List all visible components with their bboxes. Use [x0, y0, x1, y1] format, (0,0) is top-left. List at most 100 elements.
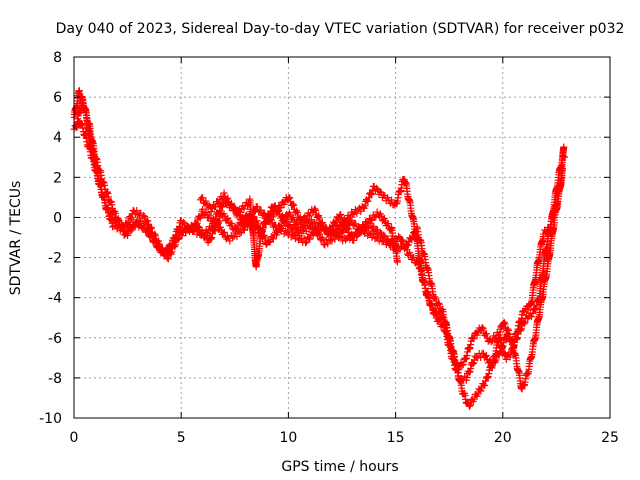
- data-point-marker: [229, 234, 237, 242]
- data-point-marker: [376, 188, 384, 196]
- data-point-marker: [473, 392, 481, 400]
- data-point-marker: [311, 224, 319, 232]
- data-point-marker: [140, 222, 148, 230]
- data-point-marker: [466, 401, 474, 409]
- y-axis-title: SDTVAR / TECUs: [8, 181, 24, 296]
- plot-frame: [73, 56, 611, 419]
- data-point-marker: [427, 300, 435, 308]
- data-point-marker: [319, 235, 327, 243]
- data-point-marker: [435, 315, 443, 323]
- data-point-marker: [306, 235, 314, 243]
- data-point-marker: [434, 299, 442, 307]
- y-tick-label: 0: [53, 210, 62, 226]
- y-tick-label: 4: [53, 130, 62, 146]
- data-point-marker: [439, 321, 447, 329]
- chart-title: Day 040 of 2023, Sidereal Day-to-day VTE…: [56, 21, 625, 37]
- data-point-marker: [202, 197, 210, 205]
- data-point-marker: [212, 223, 220, 231]
- data-point-marker: [290, 201, 298, 209]
- data-point-marker: [521, 318, 529, 326]
- data-point-marker: [500, 318, 508, 326]
- x-tick-label: 0: [70, 430, 79, 446]
- data-point-marker: [347, 231, 355, 239]
- data-point-marker: [198, 227, 206, 235]
- data-point-marker: [312, 225, 320, 233]
- data-point-marker: [495, 351, 503, 359]
- data-point-marker: [312, 206, 320, 214]
- x-tick-label: 10: [279, 430, 297, 446]
- data-point-marker: [109, 223, 117, 231]
- data-point-marker: [483, 330, 491, 338]
- data-point-marker: [292, 208, 300, 216]
- data-point-marker: [424, 292, 432, 300]
- data-point-marker: [144, 224, 152, 232]
- data-point-marker: [516, 326, 524, 334]
- data-point-marker: [208, 234, 216, 242]
- data-point-marker: [560, 153, 568, 161]
- data-point-marker: [414, 261, 422, 269]
- data-point-marker: [504, 329, 512, 337]
- data-point-marker: [265, 216, 273, 224]
- data-point-marker: [348, 216, 356, 224]
- data-point-marker: [560, 143, 568, 151]
- data-point-marker: [373, 184, 381, 192]
- data-point-marker: [413, 257, 421, 265]
- data-point-marker: [328, 225, 336, 233]
- axis-layer: 0 5 10 15 20 25 -10 -8 -6 -4 -2 0 2 4 6 8: [39, 50, 619, 446]
- y-tick-label: -8: [48, 371, 62, 387]
- data-point-marker: [473, 331, 481, 339]
- data-point-marker: [233, 212, 241, 220]
- data-point-marker: [384, 220, 392, 228]
- data-point-marker: [179, 229, 187, 237]
- data-point-marker: [311, 205, 319, 213]
- data-point-marker: [139, 212, 147, 220]
- data-point-marker: [240, 205, 248, 213]
- data-point-marker: [155, 240, 163, 248]
- data-point-marker: [286, 194, 294, 202]
- data-point-marker: [399, 238, 407, 246]
- series-layer: [70, 87, 568, 410]
- data-point-marker: [199, 205, 207, 213]
- data-point-marker: [124, 231, 132, 239]
- data-point-marker: [119, 224, 127, 232]
- y-tick-label: -4: [48, 291, 62, 307]
- data-point-marker: [478, 323, 486, 331]
- data-point-marker: [490, 357, 498, 365]
- data-point-marker: [206, 212, 214, 220]
- data-point-marker: [492, 356, 500, 364]
- data-point-marker: [469, 360, 477, 368]
- data-point-marker: [324, 240, 332, 248]
- data-point-marker: [337, 213, 345, 221]
- data-point-marker: [285, 221, 293, 229]
- data-point-marker: [128, 214, 136, 222]
- data-point-marker: [365, 229, 373, 237]
- data-point-marker: [168, 248, 176, 256]
- data-point-marker: [201, 210, 209, 218]
- data-point-marker: [170, 242, 178, 250]
- data-point-marker: [487, 338, 495, 346]
- data-point-marker: [353, 209, 361, 217]
- data-point-marker: [269, 235, 277, 243]
- data-point-marker: [123, 219, 131, 227]
- data-point-marker: [220, 228, 228, 236]
- data-point-marker: [367, 215, 375, 223]
- data-point-marker: [240, 217, 248, 225]
- data-point-marker: [265, 238, 273, 246]
- data-point-marker: [151, 235, 159, 243]
- data-point-marker: [318, 234, 326, 242]
- data-point-marker: [180, 218, 188, 226]
- data-point-marker: [114, 216, 122, 224]
- data-point-marker: [371, 213, 379, 221]
- x-axis-title: GPS time / hours: [281, 459, 398, 475]
- data-point-marker: [388, 196, 396, 204]
- data-point-marker: [171, 241, 179, 249]
- data-point-marker: [466, 368, 474, 376]
- y-tick-label: -6: [48, 331, 62, 347]
- data-point-marker: [425, 297, 433, 305]
- data-point-marker: [211, 227, 219, 235]
- data-point-marker: [359, 203, 367, 211]
- data-point-marker: [315, 214, 323, 222]
- data-point-marker: [496, 348, 504, 356]
- data-point-marker: [111, 209, 119, 217]
